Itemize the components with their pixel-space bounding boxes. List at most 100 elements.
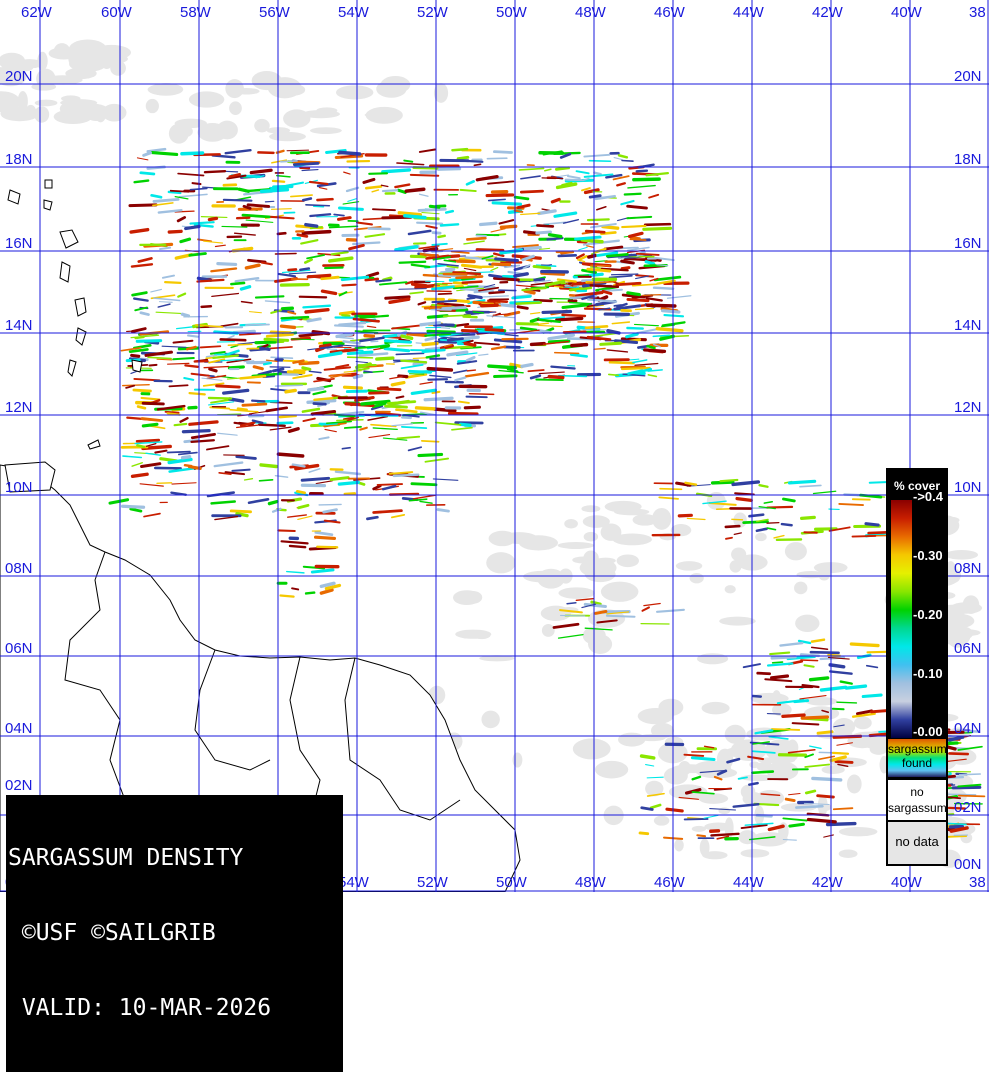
sargassum-streak <box>162 346 186 347</box>
island <box>76 328 86 345</box>
sargassum-streak <box>131 509 141 511</box>
no-data-patch <box>381 76 411 93</box>
sargassum-streak <box>642 607 648 610</box>
no-data-patch <box>558 542 595 549</box>
no-data-patch <box>588 634 612 654</box>
sargassum-streak <box>231 511 250 512</box>
sargassum-streak <box>704 815 718 818</box>
sargassum-streak <box>713 482 733 483</box>
sargassum-streak <box>155 451 166 453</box>
sargassum-streak <box>635 324 659 325</box>
sargassum-streak <box>494 152 511 153</box>
no-data-patch <box>757 762 773 772</box>
sargassum-streak <box>515 274 527 276</box>
no-data-patch <box>665 737 684 749</box>
sargassum-streak <box>545 169 551 170</box>
sargassum-streak <box>298 235 307 237</box>
sargassum-streak <box>184 378 193 380</box>
sargassum-streak <box>383 190 397 191</box>
no-data-patch <box>252 71 282 90</box>
sargassum-streak <box>267 217 294 219</box>
sargassum-streak <box>294 163 318 164</box>
longitude-label-bottom: 42W <box>812 875 843 890</box>
sargassum-streak <box>833 709 844 710</box>
no-data-patch <box>541 606 571 621</box>
sargassum-streak <box>316 532 332 534</box>
no-data-patch <box>854 717 872 730</box>
island <box>75 298 86 316</box>
sargassum-streak <box>577 293 602 296</box>
sargassum-streak <box>588 269 610 271</box>
longitude-label-bottom: 50W <box>496 875 527 890</box>
sargassum-streak <box>572 345 587 346</box>
sargassum-streak <box>172 483 196 484</box>
sargassum-streak <box>479 354 488 355</box>
no-data-patch <box>283 109 310 127</box>
no-data-patch <box>690 573 704 583</box>
sargassum-streak <box>250 312 262 313</box>
sargassum-streak <box>532 344 545 345</box>
sargassum-streak <box>142 464 160 467</box>
sargassum-streak <box>421 323 440 325</box>
sargassum-streak <box>427 355 439 357</box>
sargassum-streak <box>821 687 845 690</box>
sargassum-streak <box>278 423 292 424</box>
sargassum-streak <box>447 266 458 268</box>
sargassum-streak <box>275 476 287 477</box>
sargassum-streak <box>242 302 252 303</box>
sargassum-streak <box>127 331 137 332</box>
latitude-label-left: 14N <box>5 318 33 333</box>
sargassum-streak <box>461 289 479 291</box>
sargassum-streak <box>342 285 355 286</box>
sargassum-streak <box>312 570 333 572</box>
no-data-patch <box>839 827 878 836</box>
sargassum-streak <box>185 465 191 466</box>
sargassum-streak <box>760 485 768 487</box>
sargassum-streak <box>501 226 515 227</box>
sargassum-streak <box>366 279 378 280</box>
density-legend: % cover ->0.4 -0.30 -0.20 -0.10 -0.00 sa… <box>886 468 948 866</box>
legend-sargassum-found: sargassum found <box>888 739 946 777</box>
sargassum-streak <box>946 836 966 837</box>
sargassum-streak <box>154 298 180 300</box>
sargassum-streak <box>425 398 452 399</box>
sargassum-streak <box>226 150 251 153</box>
sargassum-streak <box>459 402 469 403</box>
sargassum-streak <box>555 213 576 216</box>
sargassum-streak <box>381 185 387 186</box>
sargassum-streak <box>239 189 248 191</box>
sargassum-streak <box>212 293 238 296</box>
no-data-patch <box>755 533 767 541</box>
longitude-label-bottom: 46W <box>654 875 685 890</box>
sargassum-streak <box>412 484 436 485</box>
no-data-patch <box>310 127 342 134</box>
no-data-patch <box>699 793 729 804</box>
longitude-label-bottom: 38 <box>969 875 986 890</box>
sargassum-streak <box>423 343 437 344</box>
longitude-label-top: 38 <box>969 5 986 20</box>
sargassum-streak <box>449 413 477 414</box>
sargassum-streak <box>588 219 609 220</box>
sargassum-streak <box>780 643 802 645</box>
sargassum-streak <box>141 313 149 315</box>
legend-found-label: sargassum <box>888 742 946 756</box>
sargassum-streak <box>528 370 543 371</box>
sargassum-streak <box>619 155 627 157</box>
legend-tick: -0.00 <box>913 725 943 738</box>
sargassum-streak <box>469 394 493 395</box>
sargassum-streak <box>299 505 308 507</box>
sargassum-streak <box>278 530 294 531</box>
sargassum-streak <box>138 407 145 409</box>
sargassum-streak <box>549 235 560 237</box>
sargassum-streak <box>559 635 583 638</box>
sargassum-streak <box>441 224 458 225</box>
sargassum-streak <box>307 255 324 258</box>
sargassum-streak <box>175 424 187 425</box>
sargassum-streak <box>636 308 654 309</box>
sargassum-streak <box>663 311 679 312</box>
sargassum-streak <box>297 491 304 493</box>
sargassum-streak <box>345 427 361 428</box>
sargassum-streak <box>337 334 352 336</box>
sargassum-streak <box>322 291 335 293</box>
sargassum-streak <box>693 777 700 779</box>
